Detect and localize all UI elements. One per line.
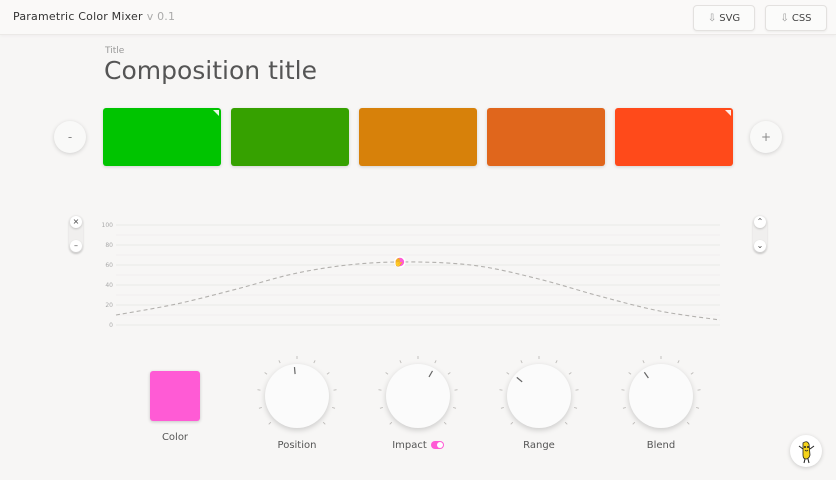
export-svg-label: SVG (719, 12, 741, 24)
download-arrow-icon: ⇩ (780, 12, 789, 24)
curve-chart[interactable]: 100 80 60 40 20 0 ✋ (0, 220, 836, 330)
knob-tick (278, 360, 281, 364)
knob-tick (447, 372, 451, 375)
range-label: Range (523, 440, 555, 451)
knob-tick (622, 407, 626, 409)
knob-tick (443, 421, 447, 425)
impact-label: Impact (392, 440, 427, 451)
close-curve-button[interactable]: × (70, 216, 82, 228)
y-tick-label: 80 (105, 242, 113, 249)
color-swatch[interactable] (231, 108, 349, 166)
download-arrow-icon: ⇩ (707, 12, 717, 24)
position-label: Position (277, 440, 317, 451)
add-swatch-button[interactable]: + (750, 121, 782, 153)
knob-tick (677, 360, 680, 364)
y-tick-label: 0 (109, 322, 113, 329)
knob-tick (686, 421, 690, 425)
impact-knob[interactable] (386, 364, 450, 428)
curve-tools-left: × – (69, 215, 83, 253)
app-title: Parametric Color Mixer v 0.1 (13, 10, 175, 23)
color-swatch[interactable] (615, 108, 733, 166)
color-swatch[interactable] (103, 108, 221, 166)
top-bar: Parametric Color Mixer v 0.1 ⇩ SVG ⇩ CSS (0, 0, 836, 35)
knob-tick (628, 372, 632, 375)
knob-tick (506, 372, 510, 375)
knob-tick (632, 421, 636, 425)
knob-tick (326, 372, 330, 375)
knob-tick (332, 407, 336, 409)
knob-tick (555, 360, 558, 364)
range-knob[interactable] (507, 364, 571, 428)
title-field-label: Title (105, 46, 125, 56)
chevron-up-icon[interactable]: ⌃ (754, 216, 766, 228)
knob-tick (264, 372, 268, 375)
y-tick-label: 100 (102, 222, 114, 229)
export-css-button[interactable]: ⇩ CSS (765, 5, 827, 31)
impact-curve-line (115, 261, 721, 321)
remove-swatch-button[interactable]: - (54, 121, 86, 153)
mascot-button[interactable] (790, 435, 822, 467)
y-tick-label: 20 (105, 302, 113, 309)
curve-tools-right: ⌃ ⌄ (753, 215, 767, 253)
color-swatch[interactable] (487, 108, 605, 166)
banana-mascot-icon (798, 441, 815, 464)
knob-tick (510, 421, 514, 425)
curve-handle[interactable] (394, 256, 406, 268)
knob-tick (574, 407, 578, 409)
knob-tick (564, 421, 568, 425)
knob-tick (322, 421, 326, 425)
export-css-label: CSS (791, 12, 812, 24)
knob-tick (379, 407, 383, 409)
knob-tick (696, 407, 700, 409)
chevron-down-icon[interactable]: ⌄ (754, 240, 766, 252)
swatch-corner-marker (213, 110, 219, 116)
color-swatch[interactable] (359, 108, 477, 166)
impact-toggle[interactable] (430, 441, 444, 449)
knob-tick (434, 360, 437, 364)
export-svg-button[interactable]: ⇩ SVG (693, 5, 755, 31)
minus-curve-button[interactable]: – (70, 240, 82, 252)
composition-title[interactable]: Composition title (104, 56, 317, 85)
app-name: Parametric Color Mixer (13, 10, 143, 23)
knob-tick (642, 360, 645, 364)
knob-tick (568, 372, 572, 375)
knob-tick (453, 407, 457, 409)
y-tick-label: 60 (105, 262, 113, 269)
color-label: Color (161, 432, 189, 443)
knob-tick (385, 372, 389, 375)
y-tick-label: 40 (105, 282, 113, 289)
knob-tick (500, 407, 504, 409)
grab-cursor-icon: ✋ (394, 257, 404, 267)
knob-tick (389, 421, 393, 425)
impact-label-row: Impact (378, 440, 458, 451)
blend-label: Blend (646, 440, 676, 451)
knob-tick (313, 360, 316, 364)
knob-tick (258, 407, 262, 409)
knob-tick (268, 421, 272, 425)
knob-tick (690, 372, 694, 375)
knob-tick (520, 360, 523, 364)
position-knob[interactable] (265, 364, 329, 428)
color-chip[interactable] (150, 371, 200, 421)
knob-tick (399, 360, 402, 364)
app-version: v 0.1 (146, 10, 176, 23)
swatch-corner-marker (725, 110, 731, 116)
blend-knob[interactable] (629, 364, 693, 428)
